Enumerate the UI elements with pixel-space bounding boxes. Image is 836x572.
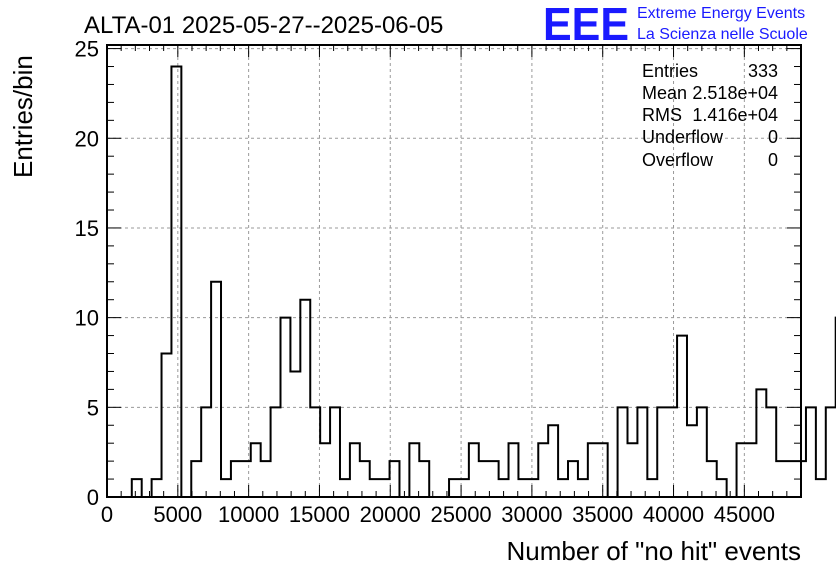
histogram-outline — [130, 65, 836, 498]
stat-entries-label: Entries — [642, 61, 698, 81]
logo-line-1: Extreme Energy Events — [637, 5, 805, 22]
y-tick-label: 20 — [75, 126, 99, 151]
y-tick-label: 0 — [87, 485, 99, 510]
stats-box: Entries 333 Mean 2.518e+04 RMS 1.416e+04… — [642, 61, 778, 170]
stat-mean-value: 2.518e+04 — [692, 83, 778, 103]
x-tick-label: 30000 — [501, 502, 562, 527]
plot-frame — [106, 44, 802, 498]
x-axis-label: Number of "no hit" events — [507, 536, 802, 566]
y-axis-label: Entries/bin — [8, 55, 38, 178]
eee-logo: EEE Extreme Energy Events La Scienza nel… — [543, 0, 808, 50]
x-tick-label: 40000 — [643, 502, 704, 527]
chart-title: ALTA-01 2025-05-27--2025-06-05 — [84, 12, 443, 39]
logo-line-2: La Scienza nelle Scuole — [637, 26, 808, 43]
stat-overflow-value: 0 — [768, 150, 778, 170]
x-tick-label: 20000 — [360, 502, 421, 527]
x-tick-label: 5000 — [153, 502, 202, 527]
grid-lines — [107, 45, 801, 497]
x-tick-label: 10000 — [218, 502, 279, 527]
stat-rms-label: RMS — [642, 105, 682, 125]
x-tick-label: 45000 — [714, 502, 775, 527]
x-tick-label: 0 — [101, 502, 113, 527]
y-tick-label: 15 — [75, 216, 99, 241]
x-tick-label: 35000 — [572, 502, 633, 527]
logo-letters: EEE — [543, 0, 629, 50]
stat-entries-value: 333 — [748, 61, 778, 81]
y-axis: 0 5 10 15 20 25 — [75, 37, 801, 510]
stat-rms-value: 1.416e+04 — [692, 105, 778, 125]
stat-underflow-label: Underflow — [642, 127, 724, 147]
y-tick-label: 10 — [75, 306, 99, 331]
stat-overflow-label: Overflow — [642, 150, 714, 170]
x-tick-label: 25000 — [430, 502, 491, 527]
y-tick-label: 25 — [75, 37, 99, 62]
stat-mean-label: Mean — [642, 83, 687, 103]
y-tick-label: 5 — [87, 395, 99, 420]
x-axis: 0 5000 10000 15000 20000 25000 30000 35000 40000… — [101, 45, 802, 527]
stat-underflow-value: 0 — [768, 127, 778, 147]
x-tick-label: 15000 — [289, 502, 350, 527]
